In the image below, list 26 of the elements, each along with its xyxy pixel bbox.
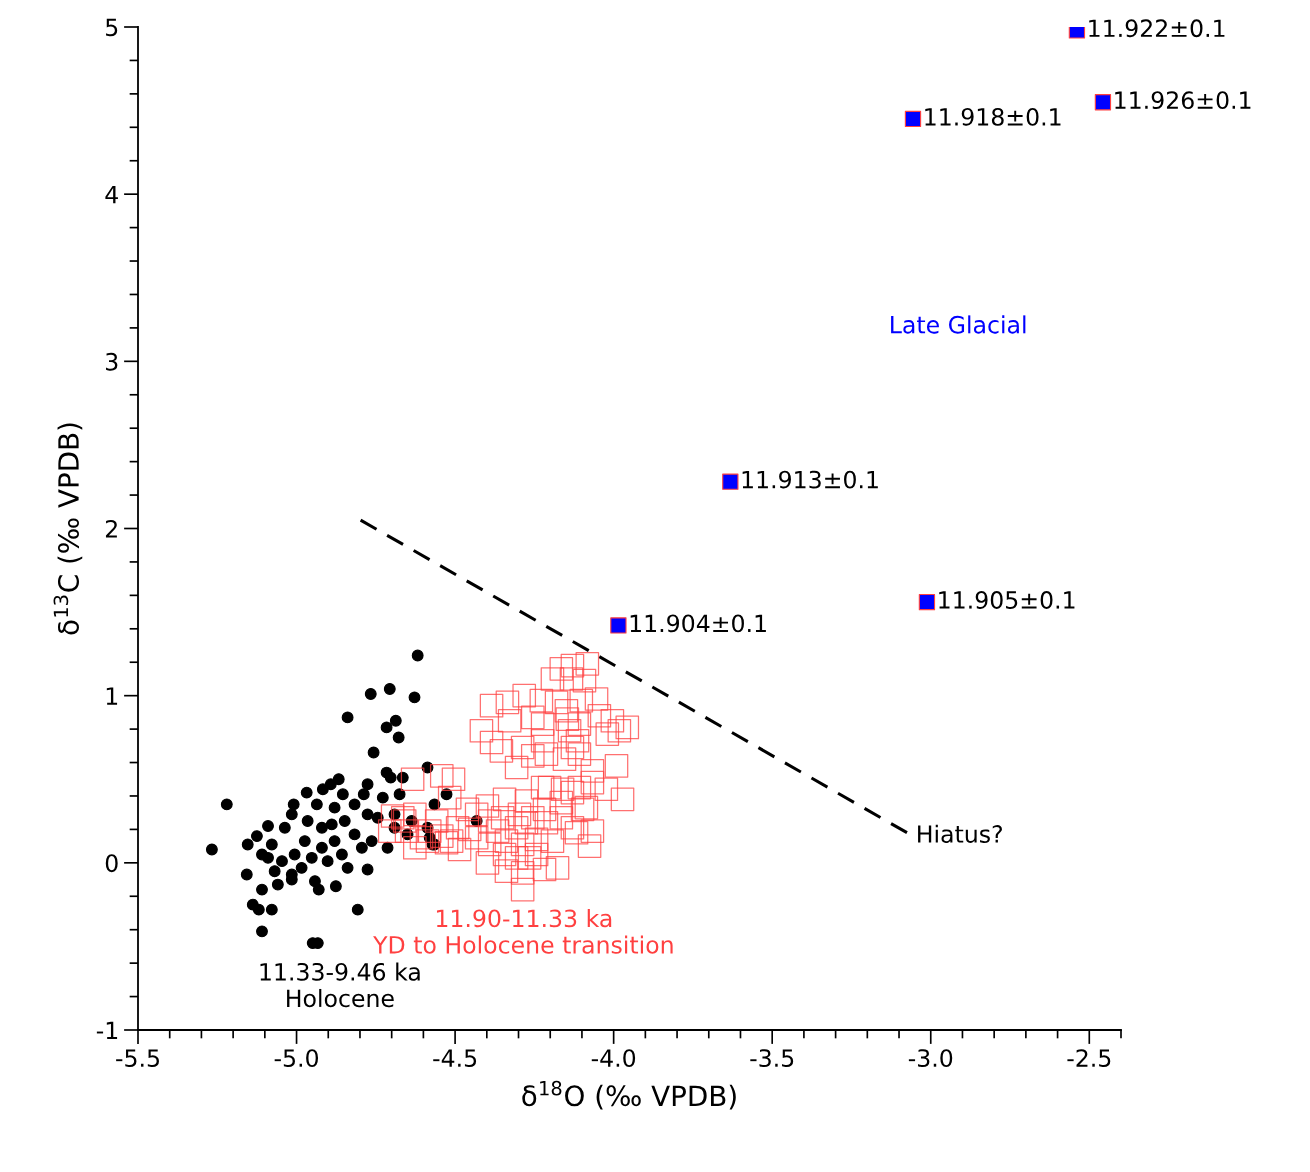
- text: Late Glacial: [891, 315, 1026, 334]
- x-tick-label: -4.0: [591, 1049, 636, 1068]
- data-label: 11.926±0.1: [1115, 91, 1251, 110]
- data-label: 11.913±0.1: [742, 470, 878, 489]
- y-tick-label: 0: [105, 854, 118, 873]
- x-tick-label: -3.5: [750, 1049, 794, 1068]
- data-label: 11.922±0.1: [1089, 19, 1225, 38]
- x-tick-label: -3.0: [908, 1049, 953, 1068]
- x-axis-title: δ$^{18}$O (‰ VPDB): [522, 1080, 736, 1110]
- x-tick-label: -2.5: [1067, 1049, 1111, 1068]
- y-tick-label: 4: [105, 185, 118, 204]
- series-label: 11.33-9.46 ka Holocene: [260, 962, 420, 1008]
- x-tick-label: -5.0: [274, 1049, 319, 1068]
- x-tick-label: -4.5: [433, 1049, 477, 1068]
- y-tick-label: 2: [105, 519, 117, 538]
- data-label: 11.904±0.1: [630, 614, 766, 633]
- data-label: 11.918±0.1: [925, 107, 1061, 126]
- y-tick-label: 5: [106, 18, 118, 37]
- data-label: 11.905±0.1: [939, 591, 1075, 609]
- y-tick-label: 1: [106, 687, 118, 705]
- x-tick-label: -5.5: [116, 1049, 159, 1068]
- series-label: 11.90-11.33 ka YD to Holocene transition: [373, 909, 673, 954]
- y-tick-label: -1: [96, 1021, 118, 1039]
- series-label: Hiatus?: [918, 824, 1002, 843]
- y-tick-label: 3: [106, 352, 118, 371]
- y-axis-title: δ$^{13}$C (‰ VPDB): [53, 423, 83, 635]
